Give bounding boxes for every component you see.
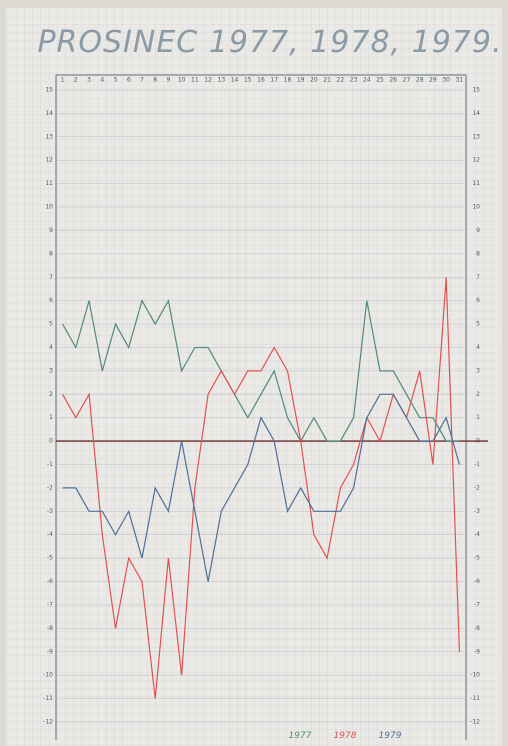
y-tick-label: 13 [45,133,53,140]
y2-tick-label: 2 [476,391,480,398]
x-tick-label: 8 [153,77,157,84]
y-tick-label: -11 [43,695,53,702]
x-tick-label: 24 [363,77,371,84]
x-tick-label: 20 [310,77,318,84]
x-tick-label: 21 [323,77,331,84]
y-tick-label: 2 [49,391,53,398]
y2-tick-label: 6 [476,297,480,304]
x-tick-label: 26 [389,77,397,84]
y2-tick-label: 12 [472,157,480,164]
y2-tick-label: -11 [470,695,480,702]
y2-tick-label: 8 [476,250,480,257]
y2-tick-label: -10 [470,672,480,679]
y-tick-label: 15 [45,87,53,94]
x-tick-label: 15 [244,77,252,84]
x-tick-label: 14 [231,77,239,84]
y-tick-label: -12 [43,719,53,726]
y2-tick-label: 13 [472,133,480,140]
y2-tick-label: -9 [474,648,480,655]
x-tick-label: 4 [100,77,104,84]
x-tick-label: 30 [442,77,450,84]
x-tick-label: 16 [257,77,265,84]
y2-tick-label: 3 [476,367,480,374]
y-tick-label: -4 [47,531,53,538]
legend-label: 1979 [379,731,402,741]
x-tick-label: 1 [61,77,65,84]
y-tick-label: 14 [45,110,53,117]
x-tick-label: 5 [114,77,118,84]
x-tick-label: 19 [297,77,305,84]
series-line [62,393,460,582]
y2-tick-label: -1 [474,461,480,468]
y-tick-label: 12 [45,157,53,164]
y-tick-label: 6 [49,297,53,304]
y2-tick-label: -2 [474,484,480,491]
y-tick-label: 4 [49,344,53,351]
y-tick-label: -1 [47,461,53,468]
x-tick-label: 6 [127,77,131,84]
x-tick-label: 25 [376,77,384,84]
y-tick-label: 10 [45,204,53,211]
y-tick-label: 7 [49,274,53,281]
y2-tick-label: 7 [476,274,480,281]
y-tick-label: 0 [49,438,53,445]
x-tick-label: 17 [270,77,278,84]
y2-tick-label: 4 [476,344,480,351]
x-tick-label: 12 [204,77,212,84]
y2-tick-label: 9 [476,227,480,234]
y2-tick-label: -8 [474,625,480,632]
y-tick-label: 5 [49,321,53,328]
x-tick-label: 2 [74,77,78,84]
y2-tick-label: -6 [474,578,480,585]
x-tick-label: 31 [456,77,464,84]
y-tick-label: -9 [47,648,53,655]
y-tick-label: -10 [43,672,53,679]
y-tick-label: -3 [47,508,53,515]
x-tick-label: 27 [403,77,411,84]
y2-tick-label: 10 [472,204,480,211]
y2-tick-label: 1 [476,414,480,421]
x-tick-label: 10 [178,77,186,84]
x-tick-label: 29 [429,77,437,84]
chart-title: PROSINEC 1977, 1978, 1979. [37,25,502,60]
y-tick-label: -8 [47,625,53,632]
y-tick-label: 1 [49,414,53,421]
y-tick-label: 11 [45,180,53,187]
x-tick-label: 28 [416,77,424,84]
y-tick-label: -5 [47,555,53,562]
x-tick-label: 22 [337,77,345,84]
y2-tick-label: -4 [474,531,480,538]
x-tick-label: 18 [284,77,292,84]
y-tick-label: 8 [49,250,53,257]
y-tick-label: 3 [49,367,53,374]
legend-label: 1977 [289,731,312,741]
y2-tick-label: 14 [472,110,480,117]
y2-tick-label: 11 [472,180,480,187]
x-tick-label: 23 [350,77,358,84]
x-tick-label: 7 [140,77,144,84]
y2-tick-label: -7 [474,601,480,608]
legend-label: 1978 [334,731,357,741]
y2-tick-label: 5 [476,321,480,328]
x-tick-label: 3 [87,77,91,84]
x-tick-label: 11 [191,77,199,84]
y-tick-label: -7 [47,601,53,608]
series-line [62,298,460,443]
y-tick-label: -2 [47,484,53,491]
x-tick-label: 9 [167,77,171,84]
y-tick-label: 9 [49,227,53,234]
y2-tick-label: -5 [474,555,480,562]
y-tick-label: -6 [47,578,53,585]
y2-tick-label: -12 [470,719,480,726]
x-tick-label: 13 [218,77,226,84]
y2-tick-label: 15 [472,87,480,94]
y2-tick-label: -3 [474,508,480,515]
graph-paper [6,8,502,746]
